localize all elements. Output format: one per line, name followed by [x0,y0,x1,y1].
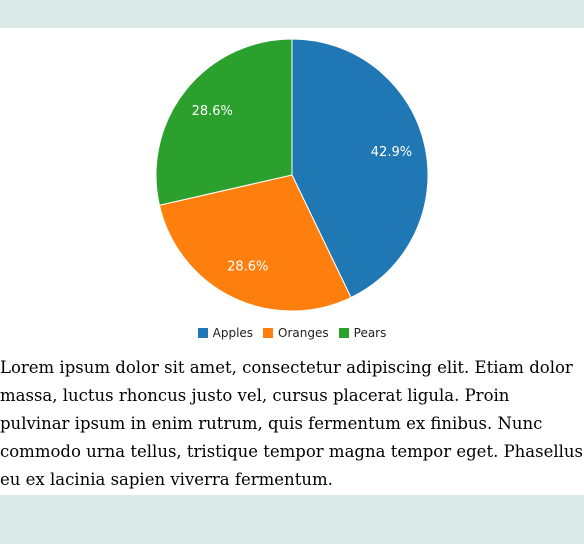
legend-swatch-apples [197,328,208,338]
pie-label-oranges: 28.6% [227,259,268,274]
legend-label-oranges: Oranges [278,326,329,340]
pie-slice-oranges[interactable] [158,174,352,312]
pie-slice-pears[interactable] [155,38,293,206]
legend-item-oranges[interactable]: Oranges [263,326,329,340]
pie-label-apples: 42.9% [371,145,412,160]
legend-label-apples: Apples [212,326,254,340]
top-band [0,0,584,28]
legend-swatch-pears [338,328,349,338]
legend-label-pears: Pears [353,326,387,340]
bottom-band [0,495,584,544]
content-area: 42.9% 28.6% 28.6% Apples Oranges Pears Lor… [0,28,584,495]
pie-slice-apples[interactable] [291,38,429,299]
body-paragraph: Lorem ipsum dolor sit amet, consectetur … [0,358,584,489]
pie-chart-svg: 42.9% 28.6% 28.6% [155,38,429,312]
legend-item-apples[interactable]: Apples [197,326,254,340]
legend-swatch-oranges [263,328,274,338]
chart-legend: Apples Oranges Pears [0,324,584,342]
pie-label-pears: 28.6% [192,104,233,119]
legend-item-pears[interactable]: Pears [338,326,387,340]
pie-chart: 42.9% 28.6% 28.6% [0,28,584,358]
